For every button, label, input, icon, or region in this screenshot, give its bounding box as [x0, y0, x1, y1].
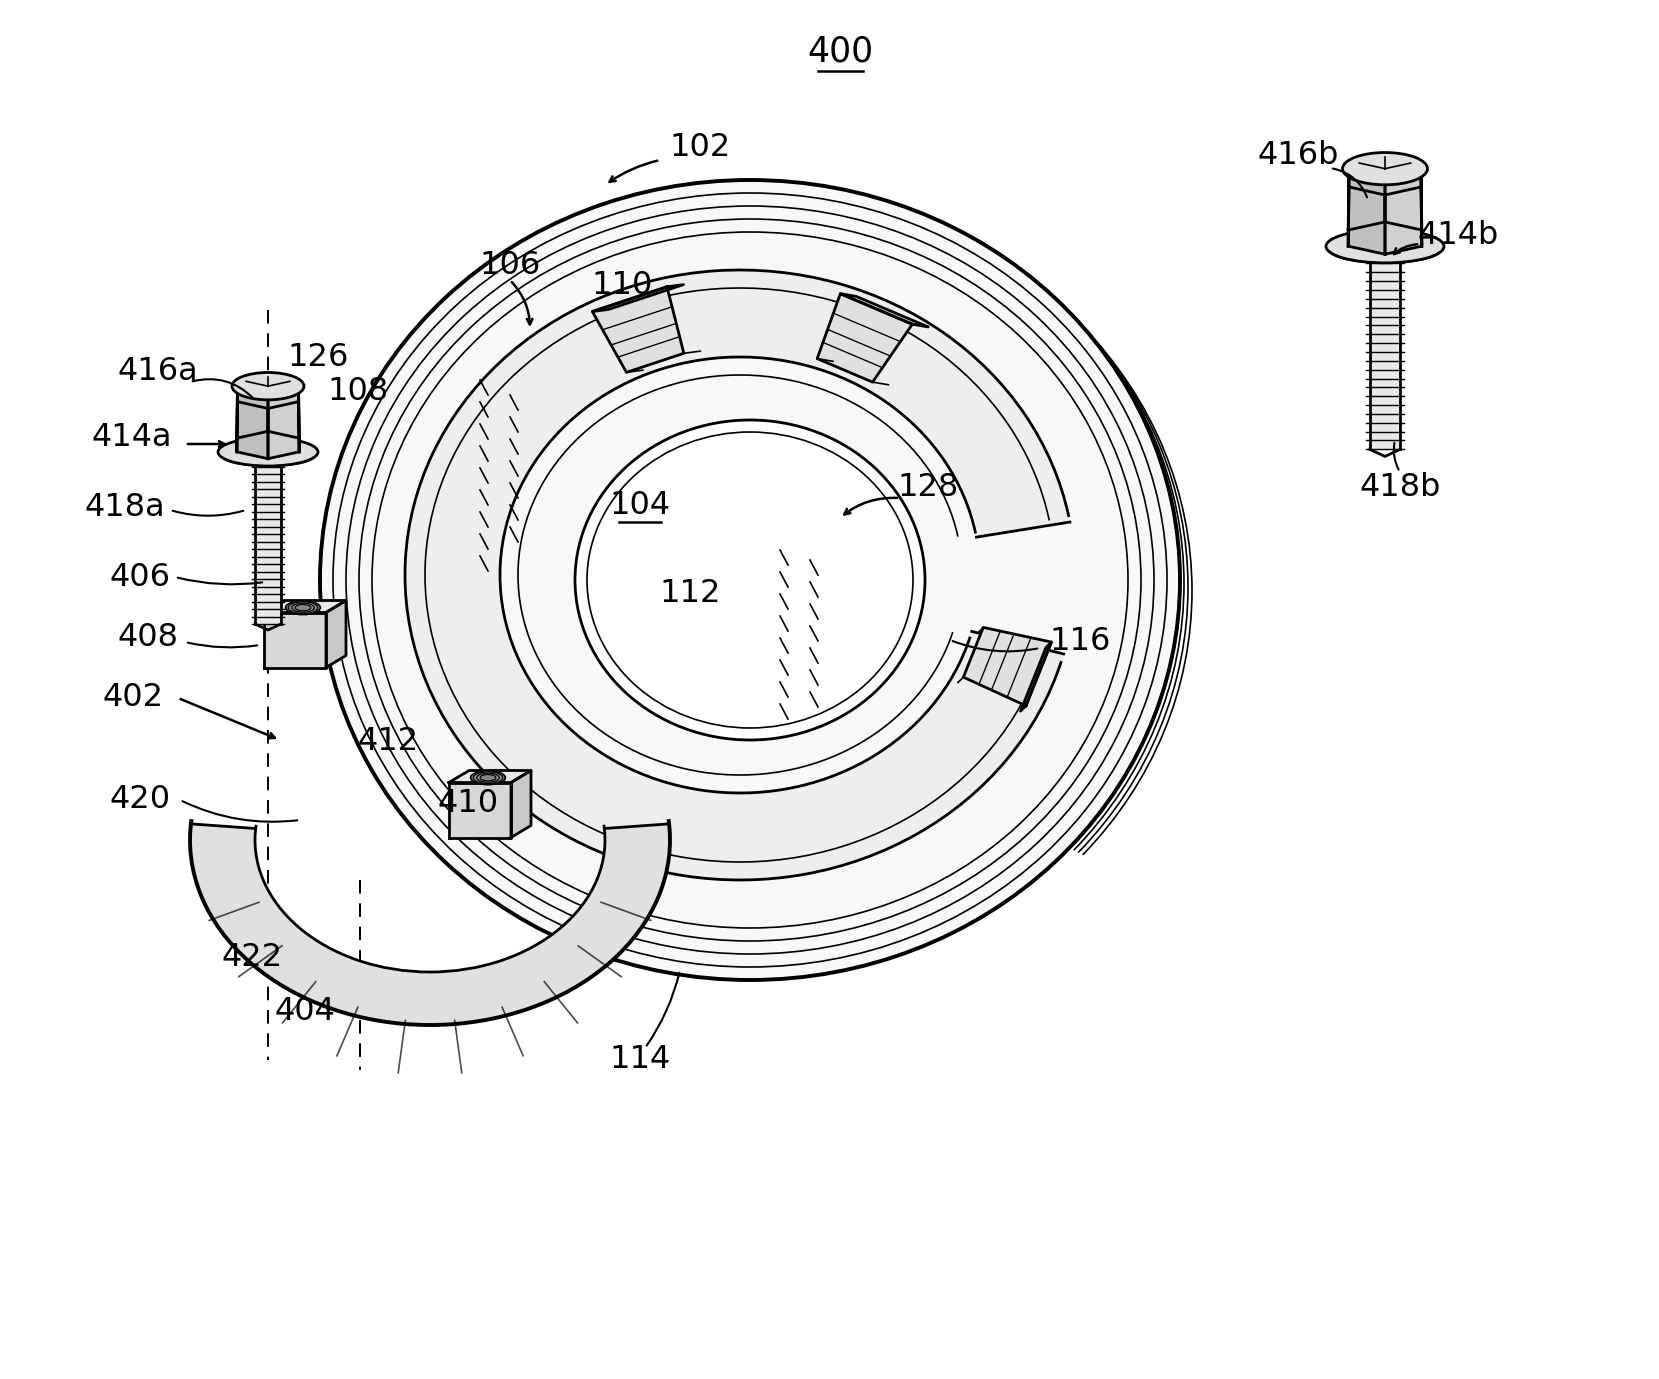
- Polygon shape: [264, 612, 327, 667]
- Bar: [1370, 255, 1400, 450]
- Text: 422: 422: [221, 942, 282, 974]
- Polygon shape: [191, 823, 670, 1025]
- Polygon shape: [450, 771, 531, 782]
- Text: 404: 404: [274, 997, 335, 1027]
- Text: 406: 406: [109, 563, 171, 593]
- Polygon shape: [405, 270, 1070, 880]
- Polygon shape: [237, 381, 269, 439]
- Ellipse shape: [217, 439, 319, 466]
- Text: 408: 408: [118, 622, 179, 654]
- Polygon shape: [1020, 643, 1052, 712]
- Polygon shape: [1385, 188, 1422, 254]
- Polygon shape: [1349, 163, 1385, 230]
- Text: 402: 402: [103, 683, 164, 713]
- Text: 420: 420: [109, 785, 171, 815]
- Ellipse shape: [285, 601, 320, 615]
- Text: 416b: 416b: [1258, 139, 1339, 171]
- Polygon shape: [264, 600, 347, 612]
- Text: 400: 400: [806, 34, 873, 69]
- Ellipse shape: [320, 181, 1180, 980]
- Text: 414b: 414b: [1417, 219, 1498, 251]
- Polygon shape: [450, 782, 511, 837]
- Text: 106: 106: [479, 250, 541, 280]
- Text: 102: 102: [669, 132, 730, 164]
- Text: 110: 110: [591, 269, 652, 301]
- Text: 126: 126: [287, 342, 348, 374]
- Polygon shape: [592, 284, 684, 312]
- Text: 414a: 414a: [91, 422, 173, 454]
- Bar: [255, 459, 280, 625]
- Ellipse shape: [232, 372, 304, 400]
- Text: 418b: 418b: [1359, 473, 1440, 503]
- Ellipse shape: [1342, 153, 1427, 185]
- Polygon shape: [1385, 163, 1422, 230]
- Text: 412: 412: [357, 727, 418, 757]
- Polygon shape: [592, 287, 684, 372]
- Text: 112: 112: [659, 578, 720, 608]
- Text: 416a: 416a: [118, 357, 199, 387]
- Text: 114: 114: [609, 1044, 670, 1076]
- Text: 410: 410: [438, 787, 499, 819]
- Polygon shape: [327, 600, 347, 667]
- Polygon shape: [237, 401, 269, 459]
- Text: 128: 128: [898, 473, 959, 503]
- Polygon shape: [1349, 188, 1385, 254]
- Polygon shape: [964, 627, 1052, 706]
- Polygon shape: [511, 771, 531, 837]
- Polygon shape: [269, 381, 299, 439]
- Text: 108: 108: [327, 376, 388, 408]
- Ellipse shape: [471, 771, 506, 785]
- Polygon shape: [841, 294, 927, 327]
- Text: 116: 116: [1048, 626, 1110, 658]
- Polygon shape: [269, 401, 299, 459]
- Ellipse shape: [576, 421, 926, 741]
- Text: 418a: 418a: [85, 492, 166, 524]
- Polygon shape: [818, 294, 912, 382]
- Ellipse shape: [1326, 230, 1443, 263]
- Text: 104: 104: [609, 490, 670, 520]
